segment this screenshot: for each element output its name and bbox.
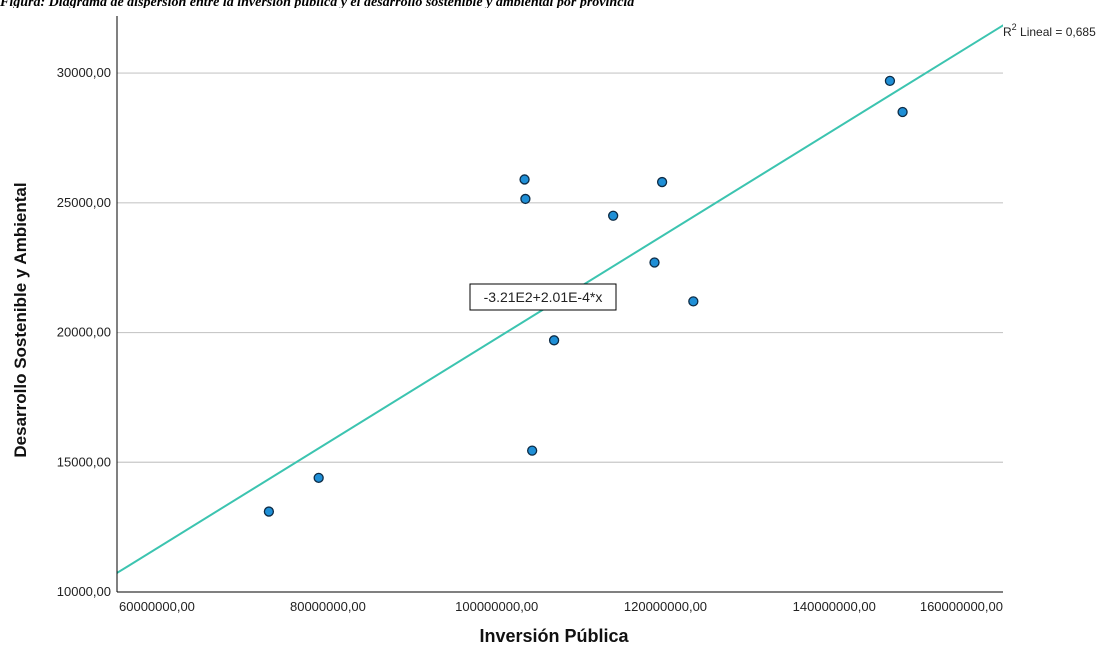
x-tick-label: 60000000,00 — [119, 599, 195, 614]
data-points — [263, 75, 908, 517]
x-tick-label: 100000000,00 — [455, 599, 538, 614]
axes — [116, 16, 1003, 593]
y-tick-label: 15000,00 — [57, 454, 111, 469]
y-tick-label: 10000,00 — [57, 584, 111, 599]
y-tick-label: 25000,00 — [57, 195, 111, 210]
data-point — [313, 472, 324, 483]
r-squared-label: R2 Lineal = 0,685 — [1003, 22, 1096, 39]
figure-caption: Figura: Diagrama de dispersión entre la … — [0, 0, 635, 8]
equation-label: -3.21E2+2.01E-4*x — [484, 289, 603, 305]
data-point — [263, 506, 275, 517]
y-axis-title: Desarrollo Sostenible y Ambiental — [11, 182, 30, 457]
data-point — [520, 193, 531, 205]
data-point — [884, 75, 896, 87]
x-tick-labels: 60000000,00 80000000,00 100000000,00 120000… — [119, 599, 1003, 614]
x-tick-label: 160000000,00 — [920, 599, 1003, 614]
data-point — [548, 335, 560, 346]
y-tick-label: 20000,00 — [57, 325, 111, 340]
x-tick-label: 140000000,00 — [793, 599, 876, 614]
x-tick-label: 120000000,00 — [624, 599, 707, 614]
x-axis-title: Inversión Pública — [479, 626, 629, 646]
data-point — [608, 210, 619, 221]
data-point — [527, 445, 538, 456]
y-tick-label: 30000,00 — [57, 65, 111, 80]
equation-box: -3.21E2+2.01E-4*x — [469, 283, 617, 311]
data-point — [656, 176, 668, 188]
data-point — [519, 174, 530, 185]
data-point — [688, 296, 699, 307]
data-point — [897, 106, 908, 118]
data-point — [649, 257, 660, 268]
x-tick-label: 80000000,00 — [290, 599, 366, 614]
gridlines — [117, 72, 1003, 463]
y-tick-labels: 10000,00 15000,00 20000,00 25000,00 30000,00 — [57, 65, 111, 599]
